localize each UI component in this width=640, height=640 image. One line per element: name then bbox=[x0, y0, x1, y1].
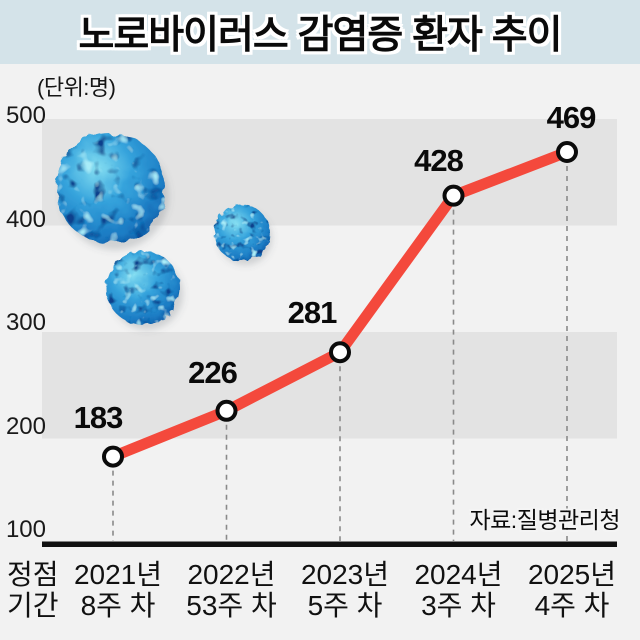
norovirus-particle-medium-icon bbox=[106, 251, 180, 325]
x-tick-label: 2023년 5주 차 bbox=[301, 559, 389, 621]
x-tick-line: 53주 차 bbox=[186, 590, 277, 621]
y-tick-label: 200 bbox=[5, 412, 46, 440]
x-tick-line: 3주 차 bbox=[421, 590, 496, 621]
grid-band-300-200 bbox=[42, 332, 617, 439]
y-tick-label: 500 bbox=[5, 102, 46, 129]
x-tick-label: 2021년 8주 차 bbox=[74, 559, 162, 621]
source-label: 자료:질병관리청 bbox=[469, 507, 620, 533]
x-tick-label: 2025년 4주 차 bbox=[528, 559, 616, 621]
x-axis-caption-line1: 정점 bbox=[7, 559, 59, 590]
value-label: 428 bbox=[414, 142, 464, 178]
x-tick-line: 2023년 bbox=[300, 559, 390, 590]
x-tick-line: 2021년 bbox=[73, 559, 163, 590]
virus-illustrations bbox=[55, 133, 272, 330]
y-tick-label: 300 bbox=[5, 309, 46, 336]
guide-lines bbox=[112, 166, 568, 541]
x-tick-label: 2024년 3주 차 bbox=[414, 559, 502, 621]
data-point-marker bbox=[215, 399, 238, 422]
value-label: 469 bbox=[546, 100, 597, 135]
norovirus-particle-large-icon bbox=[55, 133, 165, 243]
x-axis-line bbox=[42, 541, 617, 547]
value-label: 183 bbox=[73, 399, 124, 435]
norovirus-particle-small-icon bbox=[214, 205, 270, 261]
x-tick-line: 5주 차 bbox=[307, 590, 383, 621]
data-point-marker bbox=[329, 341, 351, 364]
y-tick-label: 100 bbox=[5, 516, 46, 543]
unit-label: (단위:명) bbox=[37, 75, 116, 100]
x-axis-caption-line2: 기간 bbox=[7, 590, 59, 621]
x-tick-line: 2024년 bbox=[414, 559, 503, 590]
x-axis-caption: 정점 기간 bbox=[7, 559, 67, 621]
page-title: 노로바이러스 감염증 환자 추이 bbox=[78, 14, 563, 57]
x-tick-line: 2025년 bbox=[527, 559, 617, 590]
data-point-marker bbox=[556, 141, 578, 164]
data-point-marker bbox=[102, 445, 124, 468]
value-label: 281 bbox=[287, 295, 338, 331]
y-tick-label: 400 bbox=[5, 205, 46, 233]
title-band: 노로바이러스 감염증 환자 추이 bbox=[0, 0, 640, 64]
x-tick-line: 2022년 bbox=[187, 559, 276, 590]
data-point-markers bbox=[102, 141, 578, 468]
x-tick-line: 4주 차 bbox=[534, 590, 610, 621]
value-label: 226 bbox=[188, 354, 238, 390]
data-point-marker bbox=[442, 184, 465, 207]
x-tick-label: 2022년 53주 차 bbox=[186, 559, 276, 621]
x-tick-line: 8주 차 bbox=[80, 590, 156, 621]
